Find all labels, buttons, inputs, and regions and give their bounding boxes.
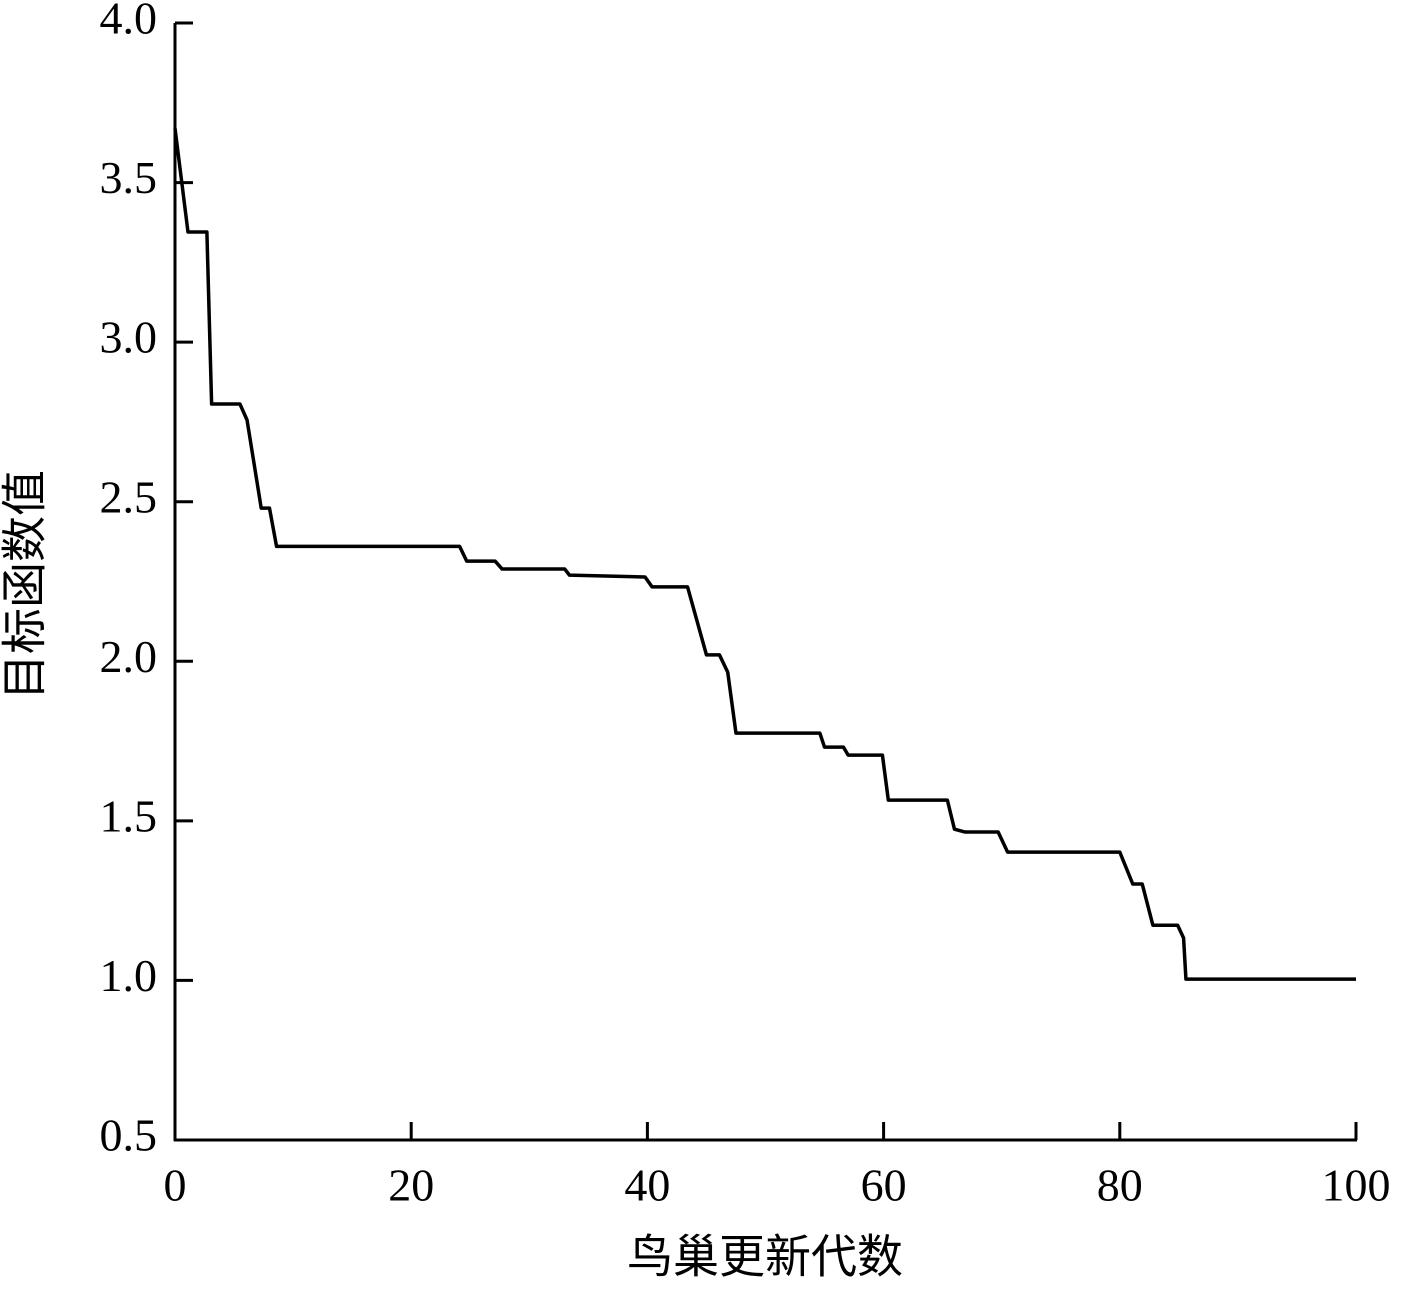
- x-tick-label: 80: [1097, 1160, 1143, 1211]
- y-tick-label: 0.5: [100, 1110, 158, 1161]
- y-tick-label: 2.5: [100, 471, 158, 522]
- y-axis-label: 目标函数值: [0, 470, 51, 700]
- x-tick-label: 60: [861, 1160, 907, 1211]
- x-tick-label: 40: [624, 1160, 670, 1211]
- x-tick-label: 100: [1322, 1160, 1391, 1211]
- y-tick-label: 1.5: [100, 790, 158, 841]
- x-tick-label: 20: [388, 1160, 434, 1211]
- y-tick-label: 2.0: [100, 631, 158, 682]
- data-line: [173, 128, 1356, 981]
- y-tick-label: 3.0: [100, 312, 158, 363]
- y-tick-label: 4.0: [100, 0, 158, 44]
- x-axis-label: 鸟巢更新代数: [627, 1232, 903, 1283]
- x-tick-label: 0: [164, 1160, 187, 1211]
- y-tick-label: 3.5: [100, 152, 158, 203]
- y-tick-label: 1.0: [100, 950, 158, 1001]
